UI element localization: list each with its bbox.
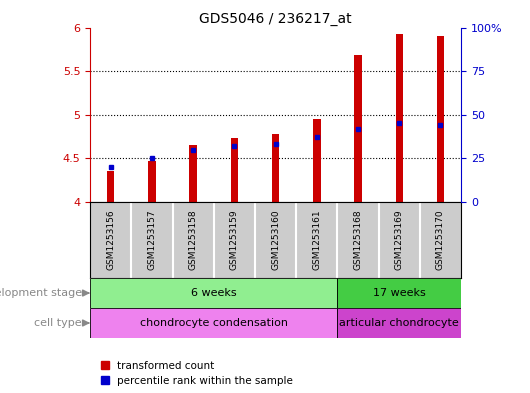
Text: GSM1253158: GSM1253158 (189, 209, 198, 270)
Text: 6 weeks: 6 weeks (191, 288, 236, 298)
Legend: transformed count, percentile rank within the sample: transformed count, percentile rank withi… (101, 361, 293, 386)
Text: GSM1253160: GSM1253160 (271, 209, 280, 270)
Bar (338, 308, 461, 338)
Bar (90, 278, 338, 308)
Text: GSM1253169: GSM1253169 (395, 209, 404, 270)
Text: articular chondrocyte: articular chondrocyte (339, 318, 459, 328)
Bar (355, 55, 362, 202)
Title: GDS5046 / 236217_at: GDS5046 / 236217_at (199, 13, 352, 26)
Text: chondrocyte condensation: chondrocyte condensation (140, 318, 288, 328)
Bar (272, 134, 279, 202)
Bar (189, 145, 197, 202)
Bar (107, 171, 114, 202)
Bar (395, 35, 403, 202)
Text: GSM1253157: GSM1253157 (147, 209, 156, 270)
Bar (90, 308, 338, 338)
Text: GSM1253170: GSM1253170 (436, 209, 445, 270)
Bar (148, 161, 156, 202)
Text: development stage: development stage (0, 288, 82, 298)
Text: GSM1253159: GSM1253159 (230, 209, 239, 270)
Text: cell type: cell type (34, 318, 82, 328)
Bar (437, 36, 444, 202)
Text: GSM1253161: GSM1253161 (312, 209, 321, 270)
Text: GSM1253168: GSM1253168 (354, 209, 363, 270)
Bar (338, 278, 461, 308)
Bar (231, 138, 238, 202)
Text: GSM1253156: GSM1253156 (106, 209, 115, 270)
Bar (313, 119, 321, 202)
Text: 17 weeks: 17 weeks (373, 288, 426, 298)
